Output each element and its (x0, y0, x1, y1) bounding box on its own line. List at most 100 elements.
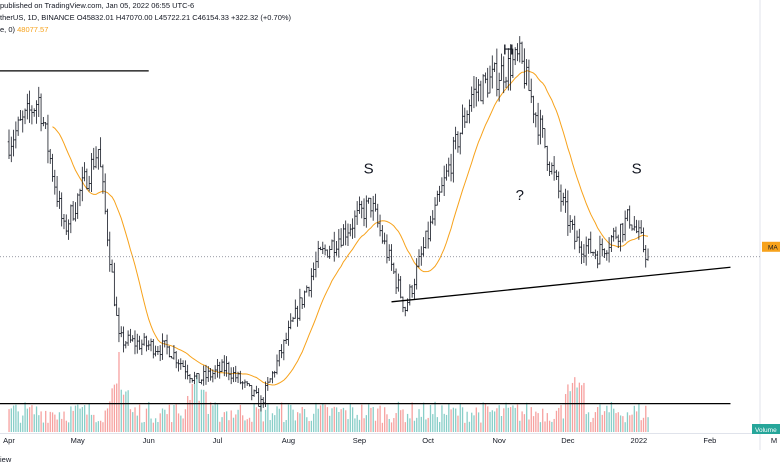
ohlc-bar (87, 175, 91, 192)
ohlc-bar (64, 214, 68, 235)
volume-bar (626, 412, 629, 432)
ohlc-bar (312, 262, 315, 281)
ohlc-bar (78, 188, 82, 207)
volume-bar (434, 401, 436, 432)
volume-bar (319, 405, 322, 432)
volume-bar (338, 411, 340, 432)
volume-bar (8, 409, 10, 432)
ohlc-bar (623, 210, 627, 241)
volume-bar (374, 420, 377, 432)
ohlc-bar (429, 215, 432, 242)
volume-bar (230, 410, 232, 432)
volume-bar (61, 418, 63, 432)
ohlc-bar (74, 202, 77, 222)
ohlc-bar (342, 224, 345, 246)
ohlc-bar (227, 361, 231, 381)
ohlc-bar (381, 225, 384, 244)
ohlc-bar (495, 48, 499, 97)
volume-bar (638, 403, 640, 432)
volume-bar (466, 411, 468, 432)
ma-legend: e, 0) 48077.57 (0, 25, 48, 34)
ohlc-bar (534, 112, 538, 128)
volume-bar (189, 399, 191, 432)
volume-bar (523, 414, 526, 432)
ohlc-bar (477, 79, 480, 102)
ohlc-bar (213, 365, 217, 380)
volume-bar (214, 402, 216, 432)
ohlc-bar (591, 251, 595, 256)
volume-bar (329, 415, 331, 432)
ohlc-bar (291, 316, 295, 323)
time-tick-label: Nov (492, 436, 506, 445)
volume-bar (514, 407, 516, 432)
volume-bar (484, 403, 487, 432)
ohlc-bar (335, 240, 338, 256)
volume-bar (642, 417, 645, 432)
ohlc-bar (71, 201, 75, 221)
ohlc-bar (168, 345, 171, 358)
ohlc-bar (626, 209, 629, 222)
volume-bar (370, 407, 372, 432)
volume-bar (267, 404, 269, 432)
volume-bar (585, 414, 587, 432)
ohlc-legend: therUS, 1D, BINANCE O45832.01 H47070.00 … (0, 13, 291, 22)
ohlc-bar (516, 43, 519, 62)
ohlc-bar (449, 153, 453, 182)
ohlc-bar (28, 90, 31, 123)
ohlc-bar (518, 36, 522, 63)
volume-bar (562, 418, 564, 432)
volume-bar (613, 408, 615, 432)
pattern-annotation-1: S (364, 161, 374, 178)
volume-bar (290, 404, 292, 432)
ohlc-bar (321, 241, 325, 255)
volume-bar (551, 421, 553, 432)
volume-bar (512, 405, 514, 432)
ohlc-bar (550, 162, 554, 175)
ohlc-bar (394, 268, 398, 295)
ohlc-bar (122, 326, 125, 353)
volume-bar (555, 410, 558, 432)
volume-bar (530, 407, 532, 432)
ohlc-bar (23, 108, 27, 125)
ohlc-bar (630, 224, 634, 231)
volume-bar (216, 404, 219, 432)
volume-bar (45, 410, 47, 432)
ohlc-bar (319, 246, 322, 251)
ohlc-bar (289, 313, 293, 330)
ohlc-bar (337, 229, 341, 258)
volume-bar (306, 417, 308, 432)
ohlc-bar (129, 328, 132, 343)
ohlc-bar (135, 333, 139, 354)
volume-bar (129, 409, 132, 432)
pattern-annotation-3: ? (516, 187, 524, 204)
volume-bar (255, 407, 258, 432)
pattern-annotation-2: H (503, 42, 514, 59)
ohlc-bar (261, 397, 265, 408)
ohlc-bar (282, 339, 286, 361)
ohlc-bar (440, 177, 444, 193)
volume-bar (576, 387, 578, 432)
volume-bar (104, 410, 106, 432)
volume-bar (12, 405, 15, 432)
volume-bar (283, 422, 285, 432)
ohlc-bar (424, 230, 428, 249)
volume-bar (116, 383, 118, 432)
volume-bar (200, 389, 203, 432)
ma-legend-value: 48077.57 (17, 25, 49, 34)
ohlc-bar (305, 285, 309, 293)
volume-bar (386, 414, 388, 432)
volume-bar (633, 405, 635, 432)
ohlc-bar (149, 338, 153, 352)
ohlc-bar (559, 184, 563, 212)
volume-bar (416, 417, 418, 432)
volume-bar (471, 412, 473, 432)
volume-bar (581, 385, 583, 432)
ma-price-tag: MA (768, 244, 778, 251)
ohlc-bar (596, 250, 599, 269)
volume-bar (480, 422, 482, 432)
volume-bar (597, 407, 599, 432)
ohlc-bar (374, 193, 377, 212)
time-tick-label: Oct (422, 436, 435, 445)
ohlc-bar (151, 339, 155, 359)
